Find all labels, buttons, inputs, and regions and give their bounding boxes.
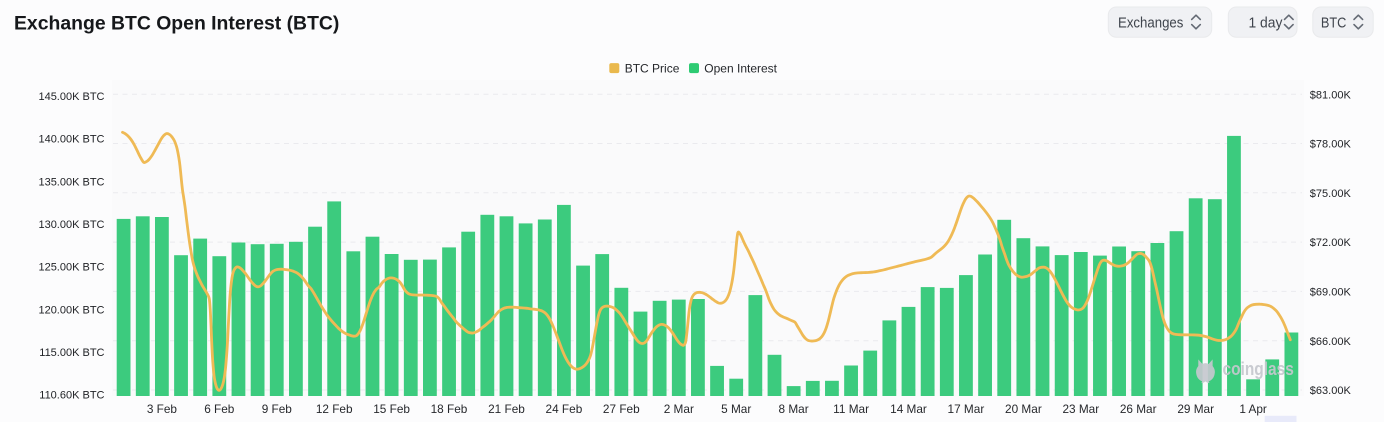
svg-text:$66.00K: $66.00K: [1310, 336, 1352, 348]
svg-text:6 Feb: 6 Feb: [204, 402, 235, 416]
svg-text:18 Feb: 18 Feb: [431, 402, 468, 416]
svg-text:120.00K BTC: 120.00K BTC: [38, 304, 104, 316]
svg-text:BTC Price: BTC Price: [625, 62, 680, 76]
svg-text:12 Feb: 12 Feb: [316, 402, 353, 416]
svg-text:2 Mar: 2 Mar: [664, 402, 694, 416]
svg-text:26 Mar: 26 Mar: [1120, 402, 1157, 416]
svg-text:Open Interest: Open Interest: [704, 62, 777, 76]
svg-text:Exchanges: Exchanges: [1118, 14, 1184, 31]
svg-text:17 Mar: 17 Mar: [948, 402, 985, 416]
svg-text:1 Apr: 1 Apr: [1239, 402, 1267, 416]
svg-text:$78.00K: $78.00K: [1310, 139, 1352, 151]
svg-text:9 Feb: 9 Feb: [262, 402, 293, 416]
svg-text:5 Mar: 5 Mar: [721, 402, 751, 416]
svg-text:24 Feb: 24 Feb: [546, 402, 583, 416]
svg-text:8 Mar: 8 Mar: [779, 402, 809, 416]
svg-text:23 Mar: 23 Mar: [1062, 402, 1099, 416]
svg-text:140.00K BTC: 140.00K BTC: [38, 134, 104, 146]
svg-text:Exchange BTC Open Interest (BT: Exchange BTC Open Interest (BTC): [14, 13, 339, 35]
svg-text:11 Mar: 11 Mar: [833, 402, 869, 416]
svg-text:125.00K BTC: 125.00K BTC: [38, 262, 104, 274]
svg-text:21 Feb: 21 Feb: [488, 402, 525, 416]
svg-text:135.00K BTC: 135.00K BTC: [38, 176, 104, 188]
svg-text:3 Feb: 3 Feb: [147, 402, 178, 416]
svg-text:$63.00K: $63.00K: [1310, 385, 1352, 397]
svg-text:15 Feb: 15 Feb: [373, 402, 410, 416]
svg-text:$69.00K: $69.00K: [1310, 287, 1352, 299]
svg-text:145.00K BTC: 145.00K BTC: [38, 91, 104, 103]
svg-text:coinglass: coinglass: [1223, 358, 1294, 379]
svg-text:115.00K BTC: 115.00K BTC: [39, 347, 104, 359]
svg-text:27 Feb: 27 Feb: [603, 402, 640, 416]
svg-text:$75.00K: $75.00K: [1310, 188, 1352, 200]
svg-text:130.00K BTC: 130.00K BTC: [38, 219, 104, 231]
svg-text:29 Mar: 29 Mar: [1177, 402, 1214, 416]
svg-text:20 Mar: 20 Mar: [1005, 402, 1042, 416]
svg-text:BTC: BTC: [1321, 14, 1347, 31]
svg-text:110.60K BTC: 110.60K BTC: [39, 390, 104, 402]
svg-text:$72.00K: $72.00K: [1310, 237, 1352, 249]
svg-text:1 day: 1 day: [1249, 14, 1283, 31]
svg-text:14 Mar: 14 Mar: [890, 402, 927, 416]
svg-text:$81.00K: $81.00K: [1310, 89, 1352, 101]
